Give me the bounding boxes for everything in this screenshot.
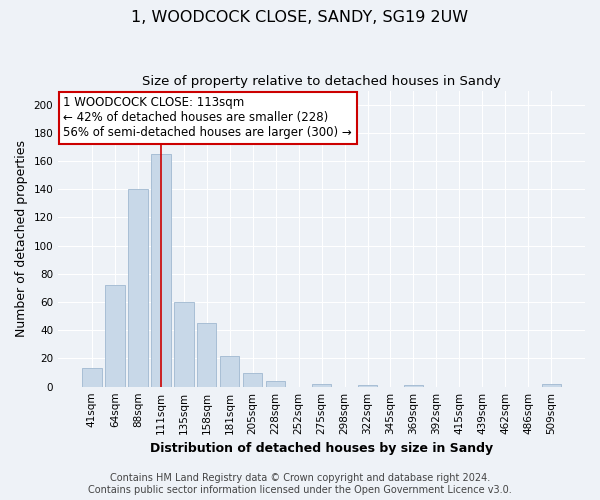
Title: Size of property relative to detached houses in Sandy: Size of property relative to detached ho…: [142, 75, 501, 88]
Bar: [542, 384, 561, 386]
Bar: [243, 372, 262, 386]
Bar: [197, 323, 217, 386]
Bar: [105, 285, 125, 386]
Bar: [266, 381, 286, 386]
Bar: [312, 384, 331, 386]
Bar: [82, 368, 101, 386]
Text: Contains HM Land Registry data © Crown copyright and database right 2024.
Contai: Contains HM Land Registry data © Crown c…: [88, 474, 512, 495]
Bar: [128, 190, 148, 386]
X-axis label: Distribution of detached houses by size in Sandy: Distribution of detached houses by size …: [150, 442, 493, 455]
Bar: [174, 302, 194, 386]
Y-axis label: Number of detached properties: Number of detached properties: [15, 140, 28, 337]
Text: 1, WOODCOCK CLOSE, SANDY, SG19 2UW: 1, WOODCOCK CLOSE, SANDY, SG19 2UW: [131, 10, 469, 25]
Bar: [220, 356, 239, 386]
Bar: [151, 154, 170, 386]
Text: 1 WOODCOCK CLOSE: 113sqm
← 42% of detached houses are smaller (228)
56% of semi-: 1 WOODCOCK CLOSE: 113sqm ← 42% of detach…: [64, 96, 352, 140]
